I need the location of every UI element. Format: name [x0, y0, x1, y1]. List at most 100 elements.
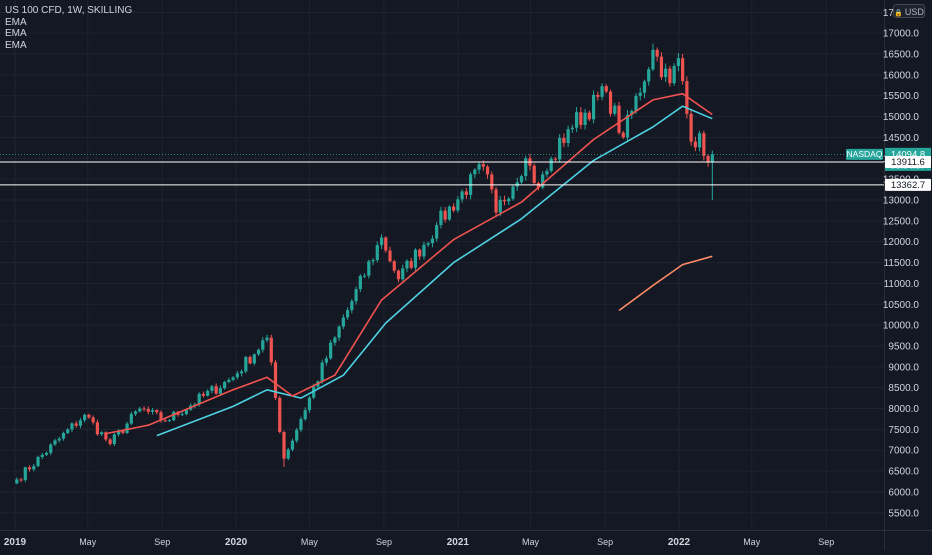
ema-fast-line — [105, 92, 713, 435]
candle — [532, 163, 536, 186]
candle — [392, 259, 396, 273]
candle-body — [218, 388, 222, 394]
candle-body — [494, 189, 498, 213]
candle — [553, 157, 558, 162]
candle — [604, 84, 608, 94]
candle — [74, 420, 78, 428]
candle-body — [490, 174, 494, 190]
candle — [422, 241, 426, 260]
candle-body — [44, 452, 49, 455]
candle-body — [447, 206, 451, 220]
time-axis: 2019 May Sep 2020 May Sep 2021 May Sep 2022 May Sep — [4, 537, 834, 548]
ema-legend-3[interactable]: EMA — [5, 39, 27, 51]
candle-body — [532, 165, 536, 184]
candle — [570, 124, 574, 133]
candle-body — [337, 326, 341, 338]
candle — [295, 427, 299, 443]
candle — [112, 432, 116, 447]
candle-body — [642, 81, 647, 93]
y-tick-label: 10000.0 — [883, 321, 920, 332]
candle-body — [604, 86, 608, 92]
candle-body — [600, 86, 604, 97]
candle-body — [515, 182, 519, 187]
candle — [430, 235, 435, 248]
x-tick-label: 2022 — [668, 537, 691, 548]
candle-body — [388, 250, 392, 262]
candle-body — [464, 191, 468, 195]
candle — [218, 385, 222, 396]
candle — [341, 314, 345, 330]
symbol-title[interactable]: US 100 CFD, 1W, SKILLING — [5, 5, 133, 16]
candle-body — [184, 409, 189, 415]
candle-body — [87, 414, 91, 418]
candle — [693, 136, 697, 152]
symbol-tag-text: NASDAQ — [847, 149, 883, 159]
candle — [27, 465, 32, 472]
candle — [40, 452, 44, 460]
candle-body — [235, 373, 239, 378]
candle-body — [617, 105, 621, 133]
candle — [138, 406, 142, 413]
candle — [672, 63, 676, 86]
candle — [396, 269, 401, 283]
candle — [689, 109, 693, 146]
candle-body — [405, 260, 409, 269]
candle — [608, 89, 613, 117]
candle-body — [498, 199, 502, 213]
candle-body — [558, 137, 562, 160]
candle-body — [481, 164, 485, 167]
candle-body — [413, 249, 418, 268]
currency-button[interactable]: 🔒 USD — [893, 4, 925, 18]
y-tick-label: 8000.0 — [888, 404, 919, 415]
candle — [524, 155, 528, 181]
candle — [625, 110, 630, 143]
candle-body — [286, 449, 290, 459]
candle-body — [668, 68, 672, 84]
y-tick-label: 8500.0 — [888, 383, 919, 394]
candle-body — [244, 356, 248, 372]
level-1-tag-text: 13911.6 — [891, 157, 925, 168]
candle — [150, 407, 155, 415]
candle-body — [307, 397, 312, 411]
candle-body — [61, 433, 66, 439]
candle — [655, 47, 659, 62]
candle — [647, 66, 651, 86]
candle-body — [70, 423, 74, 430]
candle — [681, 53, 685, 85]
candle-body — [541, 174, 545, 188]
candle — [426, 241, 430, 247]
y-tick-label: 12000.0 — [883, 237, 920, 248]
candle — [206, 389, 210, 397]
ema-legend-1[interactable]: EMA — [5, 16, 27, 28]
candle — [248, 355, 252, 365]
x-tick-label: May — [79, 537, 97, 547]
candle-body — [634, 95, 638, 111]
candle — [388, 246, 392, 263]
x-tick-label: May — [743, 537, 761, 547]
candle — [418, 248, 422, 260]
candle — [494, 186, 498, 217]
candle — [44, 451, 49, 456]
x-tick-label: Sep — [597, 537, 613, 547]
y-tick-label: 12500.0 — [883, 216, 920, 227]
candle — [282, 430, 286, 467]
candle — [83, 413, 87, 423]
y-tick-label: 9500.0 — [888, 341, 919, 352]
x-tick-label: 2019 — [4, 537, 27, 548]
candle — [256, 348, 261, 356]
candle-body — [74, 423, 78, 426]
candle-body — [693, 141, 697, 148]
candle-body — [647, 69, 651, 82]
candle-body — [290, 440, 295, 450]
candle — [676, 52, 680, 72]
candle-body — [358, 275, 362, 290]
candle-body — [659, 56, 664, 78]
level-2-tag-bg — [885, 178, 931, 191]
candle-body — [83, 414, 87, 421]
candle — [333, 336, 337, 346]
candle-body — [295, 429, 299, 441]
ema-legend-2[interactable]: EMA — [5, 28, 27, 39]
candle-body — [248, 356, 252, 364]
